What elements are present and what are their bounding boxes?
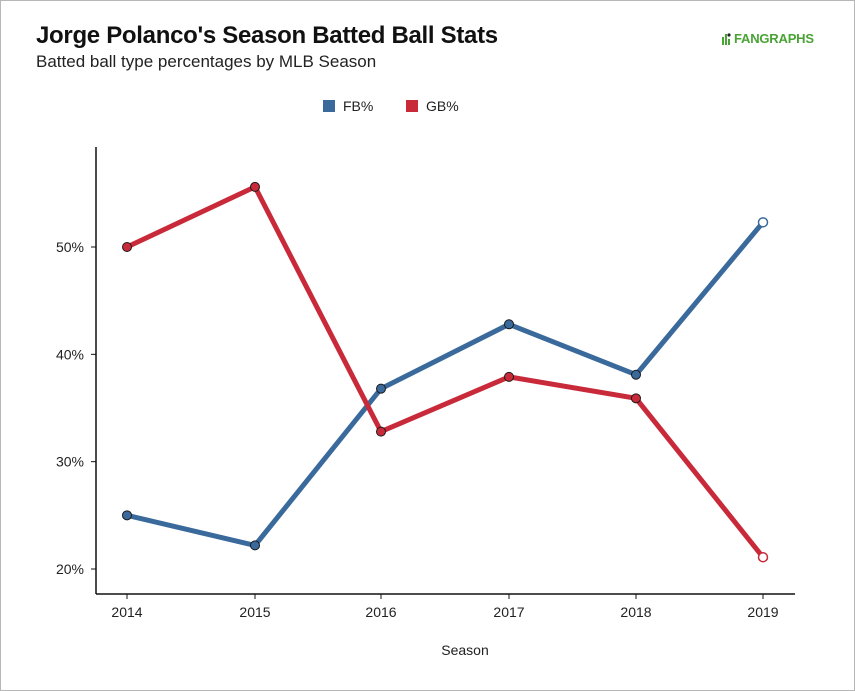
legend-label-gb: GB% (426, 98, 459, 114)
chart-legend: FB% GB% (323, 98, 459, 114)
data-point-gb-2014[interactable] (122, 242, 132, 252)
data-point-fb-2016[interactable] (376, 383, 386, 394)
y-tick-label: 20% (56, 561, 84, 577)
fangraphs-logo-text: FANGRAPHS (734, 31, 814, 46)
series-points (122, 181, 769, 563)
data-point-gb-2019[interactable] (757, 551, 769, 563)
chart-subtitle: Batted ball type percentages by MLB Seas… (36, 52, 377, 71)
x-tick-label: 2015 (239, 604, 270, 620)
series-lines (124, 184, 766, 560)
fangraphs-logo-icon (722, 32, 731, 45)
x-tick-label: 2018 (620, 604, 651, 620)
legend-swatch-fb (323, 100, 335, 112)
data-point-fb-2015[interactable] (250, 540, 260, 551)
chart-title: Jorge Polanco's Season Batted Ball Stats (36, 22, 498, 49)
x-tick-label: 2014 (111, 604, 142, 620)
data-point-gb-2017[interactable] (504, 371, 514, 382)
data-point-fb-2019[interactable] (757, 217, 769, 228)
series-line-gb (124, 184, 766, 560)
y-tick-label: 30% (56, 454, 84, 470)
data-point-gb-2018[interactable] (631, 393, 641, 404)
data-point-fb-2018[interactable] (631, 369, 641, 380)
data-point-gb-2016[interactable] (376, 426, 386, 437)
y-tick-label: 50% (56, 239, 84, 255)
chart-axes: 20% 30% 40% 50% 2014 2015 2016 2017 2018 2019 Seas… (56, 147, 795, 658)
legend-label-fb: FB% (343, 98, 373, 114)
data-point-fb-2017[interactable] (504, 319, 514, 330)
fangraphs-logo[interactable]: FANGRAPHS (722, 31, 814, 46)
series-line-fb (124, 219, 766, 548)
data-point-fb-2014[interactable] (122, 510, 132, 521)
data-point-gb-2015[interactable] (250, 181, 260, 192)
x-axis-label: Season (441, 642, 488, 658)
x-tick-label: 2016 (365, 604, 396, 620)
x-tick-label: 2017 (493, 604, 524, 620)
y-tick-label: 40% (56, 346, 84, 362)
x-tick-label: 2019 (747, 604, 778, 620)
legend-swatch-gb (406, 100, 418, 112)
